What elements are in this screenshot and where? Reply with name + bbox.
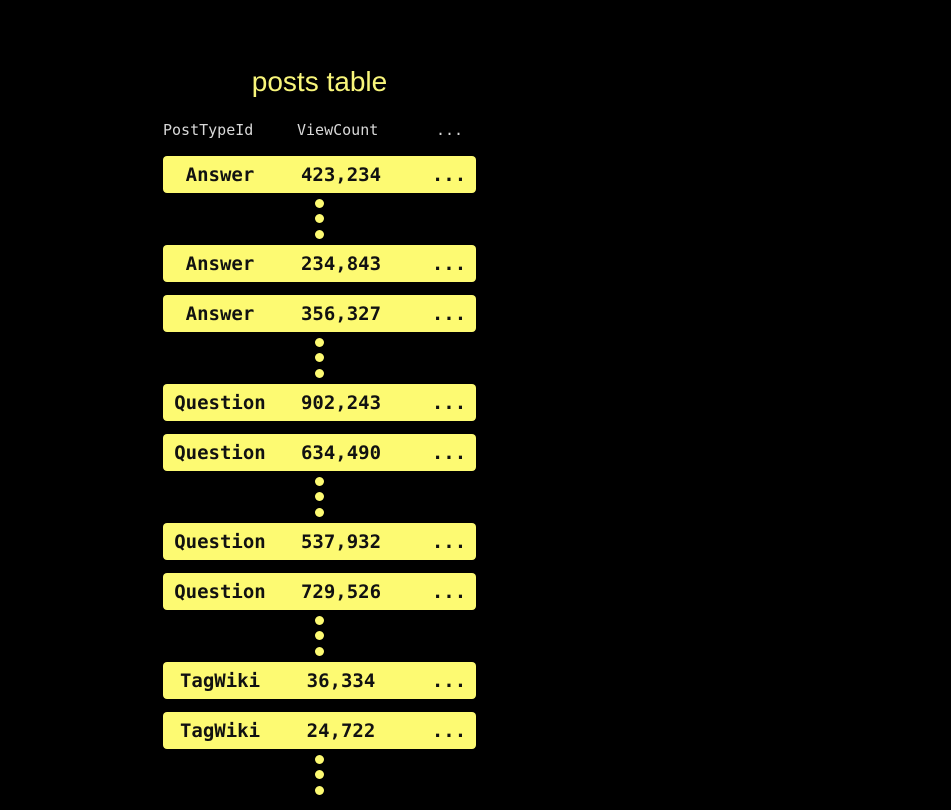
cell-viewcount: 729,526 [300,581,382,603]
cell-posttypeid: Answer [185,303,255,325]
cell-more: ... [431,581,467,603]
cell-posttypeid: Question [174,392,266,414]
ellipsis-dot [315,770,324,779]
cell-more: ... [431,670,467,692]
header-posttypeid: PostTypeId [163,121,254,139]
cell-posttypeid: TagWiki [179,720,261,742]
ellipsis-dot [315,508,324,517]
cell-viewcount: 423,234 [300,164,382,186]
ellipsis-dot [315,786,324,795]
ellipsis-dot [315,199,324,208]
diagram-title: posts table [251,66,388,97]
cell-posttypeid: Answer [185,164,255,186]
table-row: TagWiki 36,334... [163,662,476,699]
table-row: Answer 356,327... [163,295,476,332]
cell-posttypeid: Answer [185,253,255,275]
ellipsis-dot [315,338,324,347]
ellipsis-dot [315,492,324,501]
header-more: ... [436,121,464,139]
ellipsis-dot [315,477,324,486]
header-viewcount: ViewCount [297,121,379,139]
cell-posttypeid: Question [174,581,266,603]
cell-viewcount: 902,243 [300,392,382,414]
cell-viewcount: 634,490 [300,442,382,464]
cell-more: ... [431,720,467,742]
ellipsis-dot [315,631,324,640]
ellipsis-dot [315,616,324,625]
ellipsis-dot [315,755,324,764]
table-row: Answer 423,234... [163,156,476,193]
ellipsis-dot [315,353,324,362]
cell-viewcount: 234,843 [300,253,382,275]
cell-more: ... [431,392,467,414]
ellipsis-dot [315,369,324,378]
ellipsis-dot [315,647,324,656]
ellipsis-dot [315,214,324,223]
ellipsis-dot [315,230,324,239]
cell-viewcount: 24,722 [306,720,376,742]
table-row: Question 634,490... [163,434,476,471]
cell-posttypeid: TagWiki [179,670,261,692]
table-row: Question 537,932... [163,523,476,560]
cell-posttypeid: Question [174,531,266,553]
cell-posttypeid: Question [174,442,266,464]
cell-more: ... [431,531,467,553]
cell-more: ... [431,164,467,186]
cell-more: ... [431,253,467,275]
cell-viewcount: 356,327 [300,303,382,325]
cell-viewcount: 537,932 [300,531,382,553]
table-row: Answer 234,843... [163,245,476,282]
table-row: TagWiki 24,722... [163,712,476,749]
table-row: Question 902,243... [163,384,476,421]
cell-more: ... [431,442,467,464]
cell-viewcount: 36,334 [306,670,376,692]
table-row: Question 729,526... [163,573,476,610]
cell-more: ... [431,303,467,325]
